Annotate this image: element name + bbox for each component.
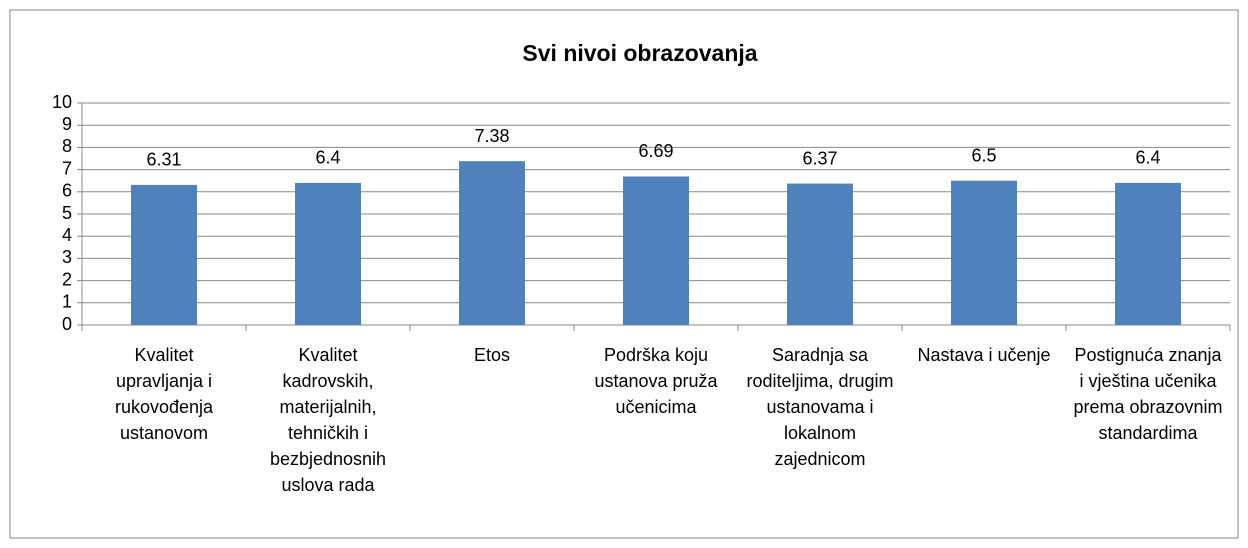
y-tick-label: 7 xyxy=(62,158,72,178)
x-tick-label: Podrška koju ustanova pruža učenicima xyxy=(594,345,718,417)
y-tick-label: 5 xyxy=(62,203,72,223)
data-label: 6.5 xyxy=(971,145,996,165)
x-tick-label: Saradnja sa roditeljima, drugim ustanova… xyxy=(746,345,894,469)
bar xyxy=(295,182,361,325)
y-tick-label: 8 xyxy=(62,136,72,156)
bar xyxy=(1115,182,1181,325)
bar xyxy=(623,176,689,325)
data-label: 6.4 xyxy=(315,148,340,168)
y-tick-label: 4 xyxy=(62,225,72,245)
x-tick-label: Kvalitet upravljanja i rukovođenja ustan… xyxy=(114,345,214,443)
bar xyxy=(787,183,853,325)
bar xyxy=(131,184,197,325)
y-tick-label: 3 xyxy=(62,247,72,267)
data-label: 7.38 xyxy=(474,126,509,146)
x-tick-label: Nastava i učenje xyxy=(917,345,1051,365)
y-tick-label: 0 xyxy=(62,314,72,334)
data-label: 6.31 xyxy=(146,150,181,170)
data-label: 6.4 xyxy=(1135,148,1160,168)
bar xyxy=(951,180,1017,325)
x-tick-label: Postignuća znanja i vještina učenika pre… xyxy=(1073,345,1223,443)
y-tick-label: 9 xyxy=(62,114,72,134)
x-tick-label: Etos xyxy=(473,345,511,365)
data-label: 6.69 xyxy=(638,141,673,161)
x-tick-label: Kvalitet kadrovskih, materijalnih, tehni… xyxy=(269,345,387,495)
y-tick-label: 10 xyxy=(52,92,72,112)
chart-title: Svi nivoi obrazovanja xyxy=(522,40,757,66)
y-tick-label: 1 xyxy=(62,292,72,312)
y-tick-label: 6 xyxy=(62,181,72,201)
y-tick-label: 2 xyxy=(62,269,72,289)
bar xyxy=(459,161,525,325)
data-label: 6.37 xyxy=(802,148,837,168)
